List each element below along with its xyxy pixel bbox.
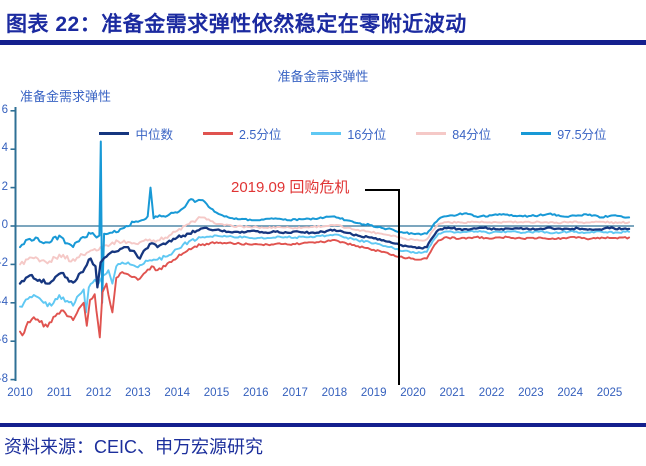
y-tick-label: 2 [1, 180, 8, 193]
legend-item-p2_5: 2.5分位 [202, 124, 282, 143]
x-tick-label: 2013 [125, 387, 151, 399]
legend-swatch-median [99, 131, 130, 135]
y-tick-label: -4 [0, 295, 8, 308]
y-tick-label: 0 [1, 219, 8, 231]
footer-divider-bar [0, 423, 646, 427]
legend-item-median: 中位数 [99, 124, 173, 143]
legend-label-p16: 16分位 [347, 127, 387, 142]
y-tick-label: 4 [1, 142, 8, 155]
series-line-p16 [19, 229, 631, 314]
legend-item-p84: 84分位 [416, 124, 491, 143]
x-tick-label: 2022 [478, 387, 505, 399]
x-tick-label: 2019 [360, 387, 387, 399]
legend-swatch-p84 [416, 131, 447, 135]
x-tick-label: 2024 [557, 387, 583, 399]
annotation-pointer-horizontal [365, 189, 400, 191]
x-tick-label: 2010 [7, 387, 33, 399]
page-title: 图表 22：准备金需求弹性依然稳定在零附近波动 [6, 13, 467, 36]
x-tick-label: 2025 [596, 387, 623, 399]
series-line-p97_5 [19, 140, 631, 304]
x-tick-label: 2021 [439, 387, 466, 399]
legend-item-p16: 16分位 [311, 124, 386, 143]
annotation-pointer-vertical [398, 189, 401, 385]
y-axis-title: 准备金需求弹性 [20, 89, 112, 104]
chart-legend: 中位数 2.5分位 16分位 84分位 97.5分位 [60, 124, 646, 142]
y-tick-label: -8 [0, 372, 8, 385]
legend-label-median: 中位数 [135, 127, 173, 142]
annotation-repo-crisis-label: 2019.09 回购危机 [231, 179, 350, 196]
legend-label-p97_5: 97.5分位 [557, 127, 607, 142]
x-tick-label: 2020 [400, 387, 426, 399]
chart-canvas [10, 107, 634, 381]
chart-plot-area: 6 4 2 0 -2 -4 -6 -8 2010 2011 2012 2013 2014 2015 201… [0, 100, 646, 400]
legend-label-p84: 84分位 [452, 127, 492, 142]
x-tick-label: 2011 [46, 387, 72, 399]
title-underline-bar [0, 40, 646, 45]
source-line: 资料来源：CEIC、申万宏源研究 [4, 437, 264, 457]
y-tick-label: -6 [0, 334, 8, 347]
legend-swatch-p97_5 [521, 131, 552, 135]
legend-swatch-p16 [311, 131, 342, 135]
x-tick-label: 2015 [203, 387, 230, 399]
chart-title: 准备金需求弹性 [277, 69, 369, 84]
x-tick-label: 2016 [243, 387, 269, 399]
x-tick-label: 2023 [518, 387, 544, 399]
series-line-p84 [19, 216, 631, 266]
x-tick-label: 2018 [321, 387, 348, 399]
series-line-median [18, 226, 631, 289]
legend-label-p2_5: 2.5分位 [238, 127, 282, 142]
legend-item-p97_5: 97.5分位 [521, 124, 607, 143]
x-tick-label: 2014 [164, 387, 190, 399]
x-tick-label: 2012 [85, 387, 112, 399]
y-tick-label: -2 [0, 257, 8, 270]
y-tick-label: 6 [1, 103, 8, 116]
x-tick-label: 2017 [282, 387, 308, 399]
series-line-p2_5 [19, 235, 631, 339]
legend-swatch-p2_5 [202, 131, 233, 135]
